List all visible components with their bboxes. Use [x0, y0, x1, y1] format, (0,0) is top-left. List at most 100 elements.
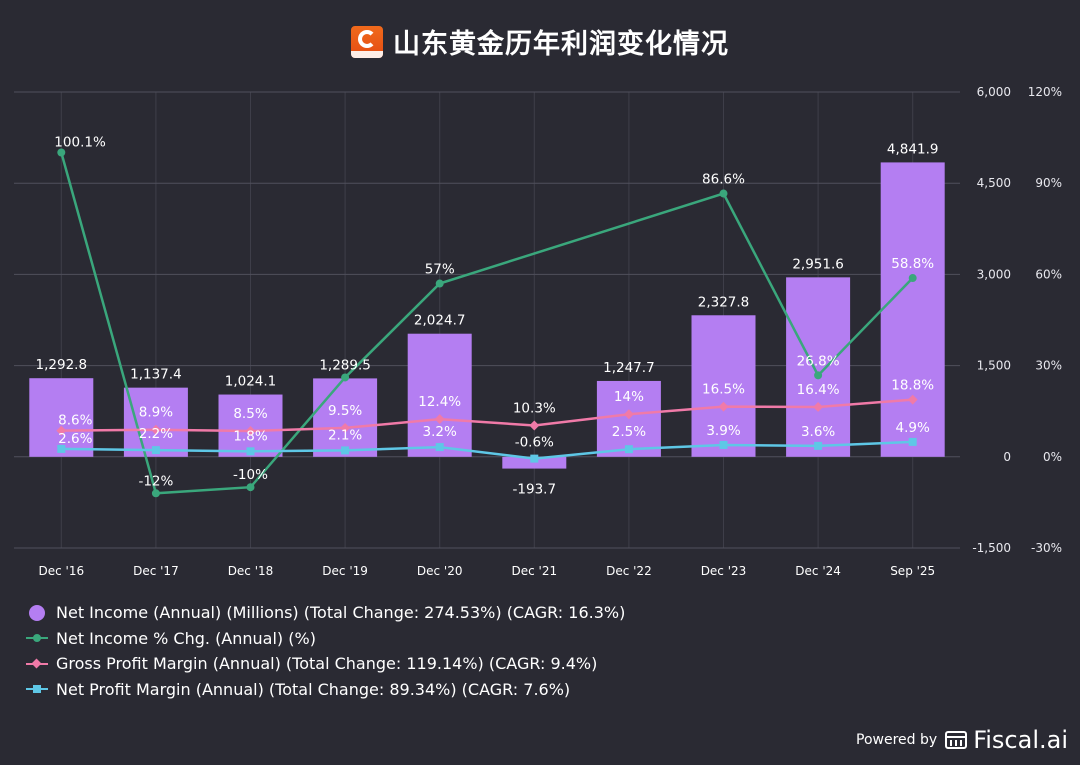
line-data-label: 26.8%: [797, 353, 840, 369]
legend-swatch-bar: [29, 604, 45, 621]
x-tick-label: Sep '25: [890, 564, 935, 578]
legend-item-net-income[interactable]: Net Income (Annual) (Millions) (Total Ch…: [26, 600, 625, 626]
line-point: [57, 444, 66, 453]
line-data-label: 1.8%: [233, 428, 267, 444]
bar: [407, 333, 472, 457]
line-point: [907, 394, 918, 405]
line-data-label: -10%: [233, 467, 268, 483]
chart-title-bar: 山东黄金历年利润变化情况: [0, 22, 1080, 61]
line-point: [245, 426, 256, 436]
bar: [218, 394, 283, 457]
bar-data-label: 1,024.1: [225, 374, 277, 390]
line-data-label: 3.9%: [706, 423, 740, 439]
line-point: [435, 279, 444, 288]
legend-swatch-dot: [33, 634, 41, 643]
line-point: [341, 446, 350, 455]
legend-item-net-income-chg[interactable]: Net Income % Chg. (Annual) (%): [26, 626, 625, 652]
line-point: [908, 437, 917, 446]
y-right-tick-label: 120%: [1028, 85, 1062, 99]
line-point: [434, 414, 445, 425]
chart-canvas: 1,292.8 1,137.4 1,024.1 1,289.5 2,024.7 -193.…: [14, 85, 1062, 578]
x-tick-label: Dec '21: [511, 564, 557, 578]
line-point: [719, 189, 728, 198]
bar: [29, 378, 94, 457]
bar-data-label: 2,951.6: [792, 256, 844, 272]
line-data-label: 16.4%: [797, 382, 840, 398]
line-point: [341, 373, 350, 382]
legend-label: Gross Profit Margin (Annual) (Total Chan…: [56, 654, 598, 674]
bar-data-label: 2,024.7: [414, 313, 466, 329]
y-left-tick-label: 1,500: [977, 359, 1011, 373]
line-point: [623, 409, 634, 420]
line-point: [246, 483, 255, 492]
bar: [691, 315, 756, 457]
company-logo: [351, 25, 383, 58]
line-data-label: 9.5%: [328, 403, 362, 419]
line-point: [151, 489, 160, 498]
bar-data-label: 1,289.5: [319, 357, 371, 373]
x-tick-label: Dec '19: [322, 564, 368, 578]
x-tick-label: Dec '24: [795, 564, 841, 578]
legend-label: Net Income (Annual) (Millions) (Total Ch…: [56, 603, 626, 623]
line-data-label: 4.9%: [896, 420, 930, 436]
y-right-tick-label: -30%: [1031, 541, 1062, 555]
y-right-tick-label: 90%: [1035, 176, 1062, 190]
bar-data-label: 1,247.7: [603, 360, 655, 376]
line-data-label: 2.1%: [328, 427, 362, 443]
line-layer: [56, 148, 918, 498]
legend-swatch-diamond: [31, 658, 42, 669]
series-line: [60, 152, 914, 495]
line-data-label: 8.9%: [139, 405, 173, 421]
y-right-tick-label: 30%: [1035, 359, 1062, 373]
x-tick-label: Dec '22: [606, 564, 652, 578]
circle-marker-icon: [26, 604, 52, 621]
line-data-label: 58.8%: [891, 256, 934, 272]
line-point: [814, 441, 823, 450]
y-right-tick-label: 60%: [1035, 267, 1062, 281]
legend-item-gross-margin[interactable]: Gross Profit Margin (Annual) (Total Chan…: [26, 651, 625, 677]
line-data-label: 8.5%: [233, 406, 267, 422]
chart-legend: Net Income (Annual) (Millions) (Total Ch…: [26, 600, 625, 702]
series-line: [61, 440, 913, 460]
line-dot-marker-icon: [26, 630, 52, 646]
label-layer: 1,292.8 1,137.4 1,024.1 1,289.5 2,024.7 -193.…: [36, 134, 939, 497]
line-data-label: 2.5%: [612, 424, 646, 440]
line-point: [814, 371, 823, 380]
y-left-tick-label: 0: [1003, 450, 1011, 464]
line-data-label: 18.8%: [891, 378, 934, 394]
line-point: [719, 440, 728, 449]
y-left-tick-label: 6,000: [977, 85, 1011, 99]
legend-label: Net Profit Margin (Annual) (Total Change…: [56, 679, 571, 699]
x-tick-label: Dec '23: [701, 564, 747, 578]
line-point: [718, 401, 729, 412]
line-point: [529, 420, 540, 431]
line-point: [908, 274, 917, 283]
bar-data-label: -193.7: [513, 482, 557, 498]
line-point: [813, 401, 824, 412]
bar-layer: [29, 162, 945, 469]
bar-data-label: 1,292.8: [36, 357, 88, 373]
line-point: [151, 446, 160, 455]
axis-layer: -1,500 -30% 0 0% 1,500 30% 3,000 60% 4,500 90% 6,0…: [38, 85, 1062, 578]
line-point: [246, 447, 255, 456]
legend-item-net-margin[interactable]: Net Profit Margin (Annual) (Total Change…: [26, 677, 625, 703]
line-diamond-marker-icon: [26, 656, 52, 672]
line-point: [435, 443, 444, 452]
y-right-tick-label: 0%: [1043, 450, 1062, 464]
y-left-tick-label: 3,000: [977, 267, 1011, 281]
fiscal-brand-name: Fiscal.ai: [973, 726, 1068, 754]
x-tick-label: Dec '18: [228, 564, 274, 578]
line-data-label: -12%: [138, 473, 173, 489]
line-data-label: 2.6%: [58, 431, 92, 447]
chart-title: 山东黄金历年利润变化情况: [393, 29, 729, 60]
bar-data-label: 4,841.9: [887, 141, 939, 157]
line-data-label: 3.2%: [423, 424, 457, 440]
line-data-label: 100.1%: [54, 134, 106, 150]
line-point: [150, 424, 161, 435]
y-left-tick-label: 4,500: [977, 176, 1011, 190]
line-point: [530, 454, 539, 463]
powered-by-branding[interactable]: Powered by Fiscal.ai: [856, 726, 1068, 754]
line-data-label: 2.2%: [139, 426, 173, 442]
line-data-label: -0.6%: [515, 435, 554, 451]
line-point: [340, 422, 351, 433]
